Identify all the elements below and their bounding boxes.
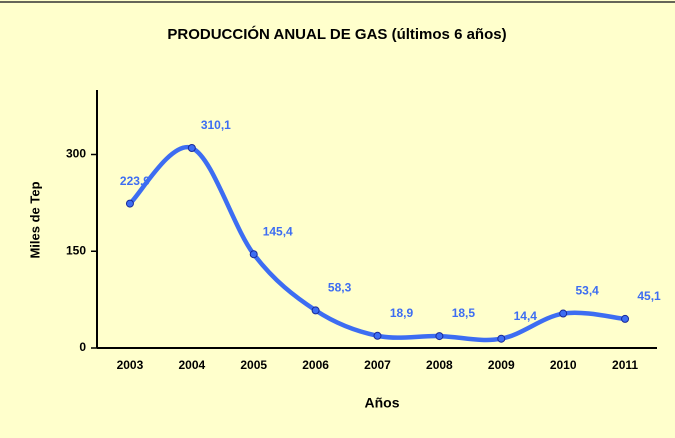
y-tick-label: 300 bbox=[66, 147, 86, 161]
point bbox=[125, 199, 134, 208]
x-tick-label: 2008 bbox=[426, 358, 453, 372]
x-tick-label: 2009 bbox=[488, 358, 515, 372]
data-label: 18,9 bbox=[390, 306, 414, 320]
data-label: 223,9 bbox=[120, 174, 150, 188]
data-label: 45,1 bbox=[637, 289, 661, 303]
point bbox=[435, 332, 444, 341]
data-label: 145,4 bbox=[263, 224, 293, 238]
point bbox=[373, 331, 382, 340]
x-tick-label: 2010 bbox=[550, 358, 577, 372]
x-axis-label: Años bbox=[365, 395, 400, 411]
x-tick-label: 2007 bbox=[364, 358, 391, 372]
data-label: 53,4 bbox=[575, 284, 599, 298]
x-tick-label: 2011 bbox=[612, 358, 638, 372]
data-label: 18,5 bbox=[452, 306, 476, 320]
y-tick-label: 0 bbox=[79, 340, 86, 354]
x-tick-label: 2006 bbox=[302, 358, 329, 372]
data-label: 58,3 bbox=[328, 281, 352, 295]
y-tick-label: 150 bbox=[66, 243, 86, 257]
x-tick-label: 2003 bbox=[117, 358, 144, 372]
point bbox=[497, 334, 506, 343]
x-tick-label: 2005 bbox=[240, 358, 267, 372]
x-tick-label: 2004 bbox=[178, 358, 205, 372]
point bbox=[621, 314, 630, 323]
point bbox=[311, 306, 320, 315]
chart-title: PRODUCCIÓN ANUAL DE GAS (últimos 6 años) bbox=[167, 25, 506, 43]
line bbox=[127, 145, 628, 343]
y-axis-label: Miles de Tep bbox=[27, 181, 42, 258]
point bbox=[249, 250, 258, 259]
point bbox=[559, 309, 568, 318]
data-label: 310,1 bbox=[201, 118, 231, 132]
data-label: 14,4 bbox=[514, 309, 538, 323]
point bbox=[187, 143, 196, 152]
